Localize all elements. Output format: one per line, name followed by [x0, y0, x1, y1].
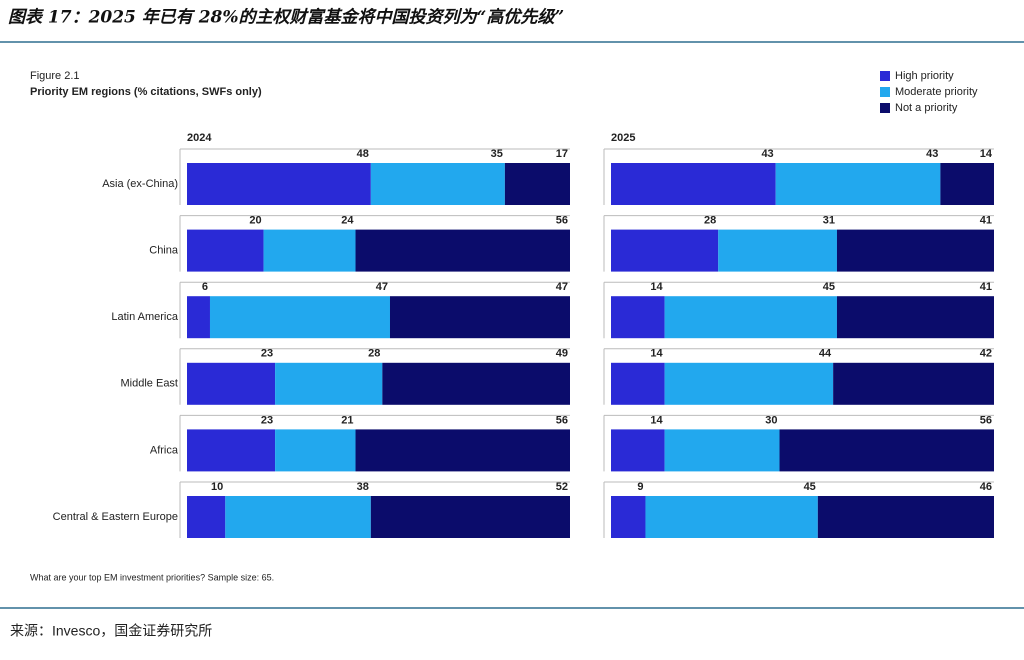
data-label: 9: [637, 481, 643, 493]
bar-segment: [275, 362, 383, 405]
bar-segment: [370, 496, 570, 538]
bar-segment: [664, 429, 780, 472]
bar-segment: [355, 229, 570, 272]
data-label: 28: [368, 348, 380, 360]
bar-segment: [263, 229, 356, 272]
bar-segment: [836, 296, 994, 339]
bar-segment: [209, 296, 390, 339]
bar-segment: [611, 229, 719, 272]
data-label: 21: [341, 414, 353, 426]
data-label: 41: [980, 281, 992, 293]
bar-segment: [225, 496, 371, 538]
category-label: Africa: [150, 444, 179, 456]
bar-segment: [187, 229, 264, 272]
bar-segment: [275, 429, 356, 472]
data-label: 23: [261, 414, 273, 426]
data-label: 14: [650, 348, 663, 360]
data-label: 30: [765, 414, 777, 426]
data-label: 56: [556, 215, 568, 227]
data-label: 6: [202, 281, 208, 293]
bar-segment: [187, 429, 276, 472]
data-label: 41: [980, 215, 992, 227]
category-label: Asia (ex-China): [102, 178, 178, 190]
bar-segment: [187, 163, 371, 205]
panel-title: 2025: [611, 132, 635, 144]
bar-segment: [664, 362, 834, 405]
data-label: 28: [704, 215, 716, 227]
data-label: 10: [211, 481, 223, 493]
data-label: 35: [491, 148, 503, 160]
bar-segment: [645, 496, 818, 538]
data-label: 38: [357, 481, 369, 493]
legend-label: Not a priority: [895, 102, 958, 114]
data-label: 14: [980, 148, 993, 160]
bar-segment: [779, 429, 994, 472]
data-label: 49: [556, 348, 568, 360]
bar-segment: [940, 163, 994, 205]
category-label: China: [149, 245, 179, 257]
panel-title: 2024: [187, 132, 212, 144]
figure-label: Figure 2.1: [30, 70, 80, 82]
bar-segment: [382, 362, 570, 405]
legend-label: Moderate priority: [895, 86, 978, 98]
data-label: 48: [357, 148, 369, 160]
bar-segment: [504, 163, 570, 205]
data-label: 47: [376, 281, 388, 293]
legend-label: High priority: [895, 70, 954, 82]
bar-segment: [187, 496, 226, 538]
figure-note: What are your top EM investment prioriti…: [30, 572, 274, 582]
data-label: 17: [556, 148, 568, 160]
data-label: 24: [341, 215, 354, 227]
data-label: 52: [556, 481, 568, 493]
data-label: 14: [650, 281, 663, 293]
bar-segment: [611, 496, 646, 538]
bar-segment: [833, 362, 994, 405]
bar-segment: [664, 296, 837, 339]
bar-segment: [370, 163, 505, 205]
data-label: 44: [819, 348, 832, 360]
category-label: Latin America: [111, 311, 179, 323]
bar-segment: [187, 362, 276, 405]
legend-swatch: [880, 71, 890, 81]
data-label: 20: [249, 215, 261, 227]
data-label: 14: [650, 414, 663, 426]
data-label: 23: [261, 348, 273, 360]
category-label: Middle East: [121, 378, 178, 390]
bar-segment: [836, 229, 994, 272]
legend-swatch: [880, 87, 890, 97]
data-label: 45: [823, 281, 835, 293]
bar-segment: [187, 296, 210, 339]
bar-segment: [611, 429, 665, 472]
bar-segment: [389, 296, 570, 339]
data-label: 42: [980, 348, 992, 360]
data-label: 45: [804, 481, 816, 493]
legend-swatch: [880, 103, 890, 113]
bar-segment: [611, 362, 665, 405]
figure-title: Priority EM regions (% citations, SWFs o…: [30, 86, 262, 98]
bar-segment: [817, 496, 994, 538]
bar-segment: [355, 429, 570, 472]
data-label: 56: [556, 414, 568, 426]
data-label: 46: [980, 481, 992, 493]
category-label: Central & Eastern Europe: [53, 511, 178, 523]
data-label: 47: [556, 281, 568, 293]
bar-segment: [611, 296, 665, 339]
source: 来源：Invesco，国金证券研究所: [10, 623, 212, 639]
bar-segment: [718, 229, 837, 272]
data-label: 31: [823, 215, 835, 227]
bar-segment: [611, 163, 776, 205]
data-label: 56: [980, 414, 992, 426]
data-label: 43: [761, 148, 773, 160]
header-title: 图表 17：2025 年已有 28%的主权财富基金将中国投资列为“高优先级”: [8, 8, 564, 28]
bar-segment: [775, 163, 941, 205]
data-label: 43: [926, 148, 938, 160]
